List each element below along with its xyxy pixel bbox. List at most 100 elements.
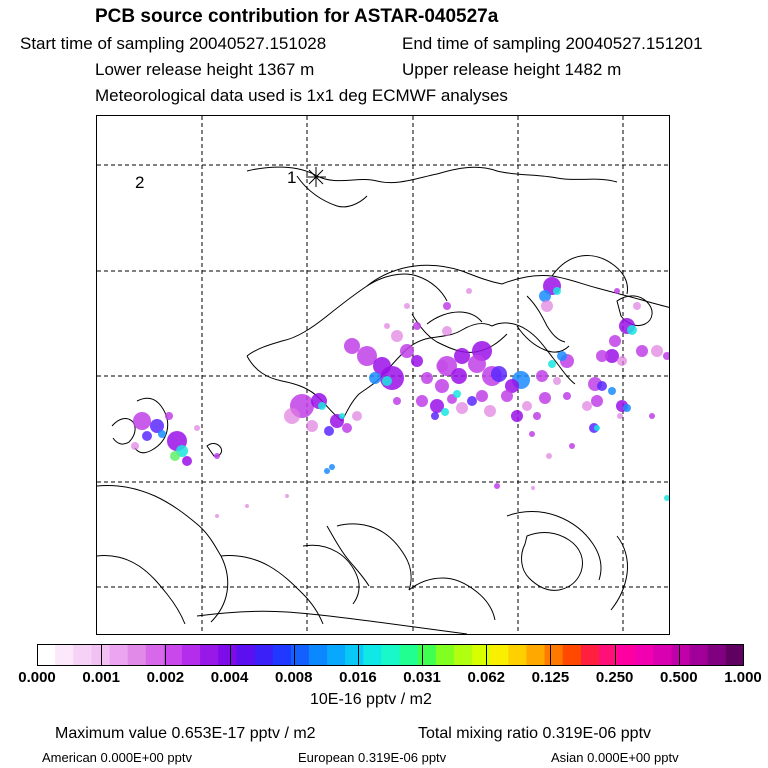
plume-cell xyxy=(623,404,631,412)
colorbar-segment xyxy=(453,644,473,666)
plume-cell xyxy=(324,426,334,436)
plume-cell xyxy=(400,344,414,358)
colorbar-tick-label: 0.500 xyxy=(660,669,698,686)
colorbar-segment xyxy=(508,644,527,666)
plume-cell xyxy=(391,330,403,342)
plume-cell xyxy=(454,348,470,364)
sampling-start: Start time of sampling 20040527.151028 xyxy=(20,34,327,53)
plume-cell xyxy=(541,300,553,312)
plume-cell xyxy=(182,456,192,466)
colorbar-units: 10E-16 pptv / m2 xyxy=(310,691,432,708)
plume-cell xyxy=(533,412,541,420)
colorbar-segment xyxy=(254,644,274,666)
plume-cell xyxy=(476,390,488,402)
european-contribution: European 0.319E-06 pptv xyxy=(298,750,447,765)
colorbar-segment xyxy=(707,644,727,666)
plume-cell xyxy=(284,408,300,424)
colorbar-segment xyxy=(272,644,292,666)
colorbar-segment xyxy=(327,644,346,666)
plume-cell xyxy=(511,410,523,422)
plume-cell xyxy=(442,326,452,336)
colorbar-tick-label: 0.002 xyxy=(146,669,185,686)
plume-cell xyxy=(194,425,200,431)
plume-cell xyxy=(170,451,180,461)
colorbar-segment xyxy=(308,644,328,666)
plume-cell xyxy=(357,346,377,366)
colorbar-segment xyxy=(562,644,582,666)
plume-cell xyxy=(437,356,457,376)
colorbar-segment xyxy=(163,644,183,666)
plume-cell xyxy=(664,495,669,501)
plume-cell xyxy=(352,411,362,421)
plume-cell xyxy=(467,396,477,406)
colorbar-segment xyxy=(381,644,401,666)
colorbar-segment xyxy=(91,644,111,666)
plume xyxy=(131,277,669,518)
marker-label-1: 1 xyxy=(287,168,296,187)
plume-cell xyxy=(591,395,603,407)
plume-cell xyxy=(491,366,507,382)
colorbar-tick-label: 0.000 xyxy=(18,669,56,686)
page-title: PCB source contribution for ASTAR-040527… xyxy=(95,6,499,27)
colorbar-segment xyxy=(725,644,745,666)
colorbar-segment xyxy=(200,644,219,666)
plume-cell xyxy=(339,413,345,419)
meteorological-data: Meteorological data used is 1x1 deg ECMW… xyxy=(95,86,508,105)
colorbar-segment xyxy=(417,644,437,666)
release-site-marker xyxy=(306,167,326,187)
plume-cell xyxy=(468,355,486,373)
colorbar-segment xyxy=(617,644,636,666)
plume-cell xyxy=(563,392,571,400)
colorbar-segment xyxy=(671,644,691,666)
sampling-end: End time of sampling 20040527.151201 xyxy=(402,34,703,53)
colorbar-segment xyxy=(580,644,600,666)
plume-cell xyxy=(158,430,166,438)
plume-cell xyxy=(456,402,468,414)
upper-release-height: Upper release height 1482 m xyxy=(402,60,622,79)
map-canvas: 1 2 xyxy=(97,116,669,634)
colorbar-segment xyxy=(363,644,382,666)
colorbar-segment xyxy=(236,644,256,666)
plume-cell xyxy=(404,303,410,309)
plume-cell xyxy=(484,405,496,417)
plume-cell xyxy=(597,381,607,391)
plume-cell xyxy=(522,401,532,411)
plume-cell xyxy=(430,399,444,413)
plume-cell xyxy=(142,431,152,441)
colorbar-segment xyxy=(598,644,618,666)
plume-cell xyxy=(608,387,616,395)
colorbar-segment xyxy=(472,644,491,666)
plume-cell xyxy=(214,453,220,459)
colorbar-segment xyxy=(182,644,201,666)
plume-cell xyxy=(411,355,423,367)
colorbar-tick-label: 0.125 xyxy=(531,669,570,686)
plume-cell xyxy=(536,370,548,382)
plume-cell xyxy=(539,290,551,302)
marker-label-2: 2 xyxy=(135,173,144,192)
plume-cell xyxy=(548,360,556,368)
plume-cell xyxy=(133,412,151,430)
total-mixing-ratio: Total mixing ratio 0.319E-06 pptv xyxy=(418,725,652,742)
colorbar-segment xyxy=(73,644,92,666)
plume-cell xyxy=(569,443,575,449)
plume-cell xyxy=(435,379,449,393)
plume-cell xyxy=(165,412,173,420)
colorbar-tick-label: 0.004 xyxy=(210,669,249,686)
plume-cell xyxy=(557,351,567,361)
plume-cell xyxy=(329,464,335,470)
colorbar-segment xyxy=(544,644,564,666)
plume-cell xyxy=(501,390,513,402)
plume-cell xyxy=(150,419,164,433)
plume-cell xyxy=(453,390,461,398)
colorbar-tick-label: 0.016 xyxy=(339,669,377,686)
colorbar-segment xyxy=(689,644,709,666)
colorbar-segment xyxy=(635,644,654,666)
american-contribution: American 0.000E+00 pptv xyxy=(42,750,192,765)
plume-cell xyxy=(582,401,592,411)
plume-cell xyxy=(431,412,439,420)
colorbar-segment xyxy=(435,644,455,666)
plume-cell xyxy=(369,372,381,384)
grid-lines xyxy=(97,116,669,634)
plume-cell xyxy=(344,338,360,354)
plume-cell xyxy=(605,349,619,363)
